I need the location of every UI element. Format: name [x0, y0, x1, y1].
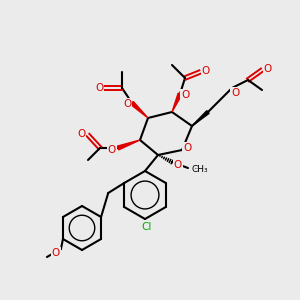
- Polygon shape: [130, 101, 148, 118]
- Text: CH₃: CH₃: [192, 164, 208, 173]
- Text: O: O: [183, 143, 191, 153]
- Text: O: O: [181, 90, 189, 100]
- Text: O: O: [108, 145, 116, 155]
- Text: O: O: [95, 83, 103, 93]
- Text: O: O: [231, 88, 239, 98]
- Text: methoxy: methoxy: [195, 167, 201, 169]
- Text: O: O: [264, 64, 272, 74]
- Text: O: O: [77, 129, 85, 139]
- Polygon shape: [192, 111, 209, 126]
- Polygon shape: [117, 140, 140, 150]
- Text: Cl: Cl: [142, 222, 152, 232]
- Text: O: O: [52, 248, 60, 258]
- Text: O: O: [123, 99, 131, 109]
- Text: O: O: [202, 66, 210, 76]
- Text: O: O: [174, 160, 182, 170]
- Polygon shape: [172, 93, 182, 112]
